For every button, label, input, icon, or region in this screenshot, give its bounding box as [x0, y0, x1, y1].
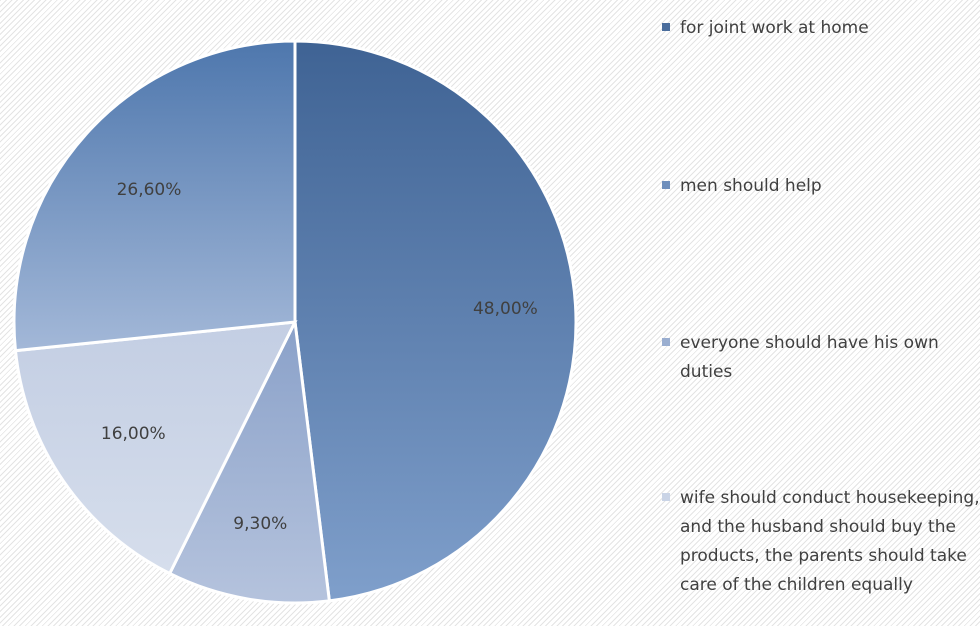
legend-label: for joint work at home — [680, 18, 869, 38]
pie-slice — [12, 39, 297, 353]
data-label: 9,30% — [233, 514, 287, 534]
legend-swatch-icon — [662, 23, 670, 31]
legend-swatch-icon — [662, 181, 670, 189]
legend-label: men should help — [680, 176, 822, 196]
legend-item-men-help: men should help — [662, 172, 980, 201]
pie-slice — [13, 320, 298, 576]
data-label: 26,60% — [117, 180, 182, 200]
legend-swatch-icon — [662, 338, 670, 346]
pie-slice — [293, 39, 578, 603]
data-label: 48,00% — [473, 299, 538, 319]
legend: for joint work at home men should help e… — [662, 0, 980, 626]
legend-label: wife should conduct housekeeping, and th… — [680, 488, 980, 595]
legend-swatch-icon — [662, 493, 670, 501]
legend-item-own-duties: everyone should have his own duties — [662, 329, 980, 387]
data-label: 16,00% — [101, 424, 166, 444]
pie-slice — [167, 316, 332, 605]
legend-item-wife-housekeeping: wife should conduct housekeeping, and th… — [662, 484, 980, 600]
legend-item-joint-work: for joint work at home — [662, 14, 980, 43]
legend-label: everyone should have his own duties — [680, 333, 939, 382]
